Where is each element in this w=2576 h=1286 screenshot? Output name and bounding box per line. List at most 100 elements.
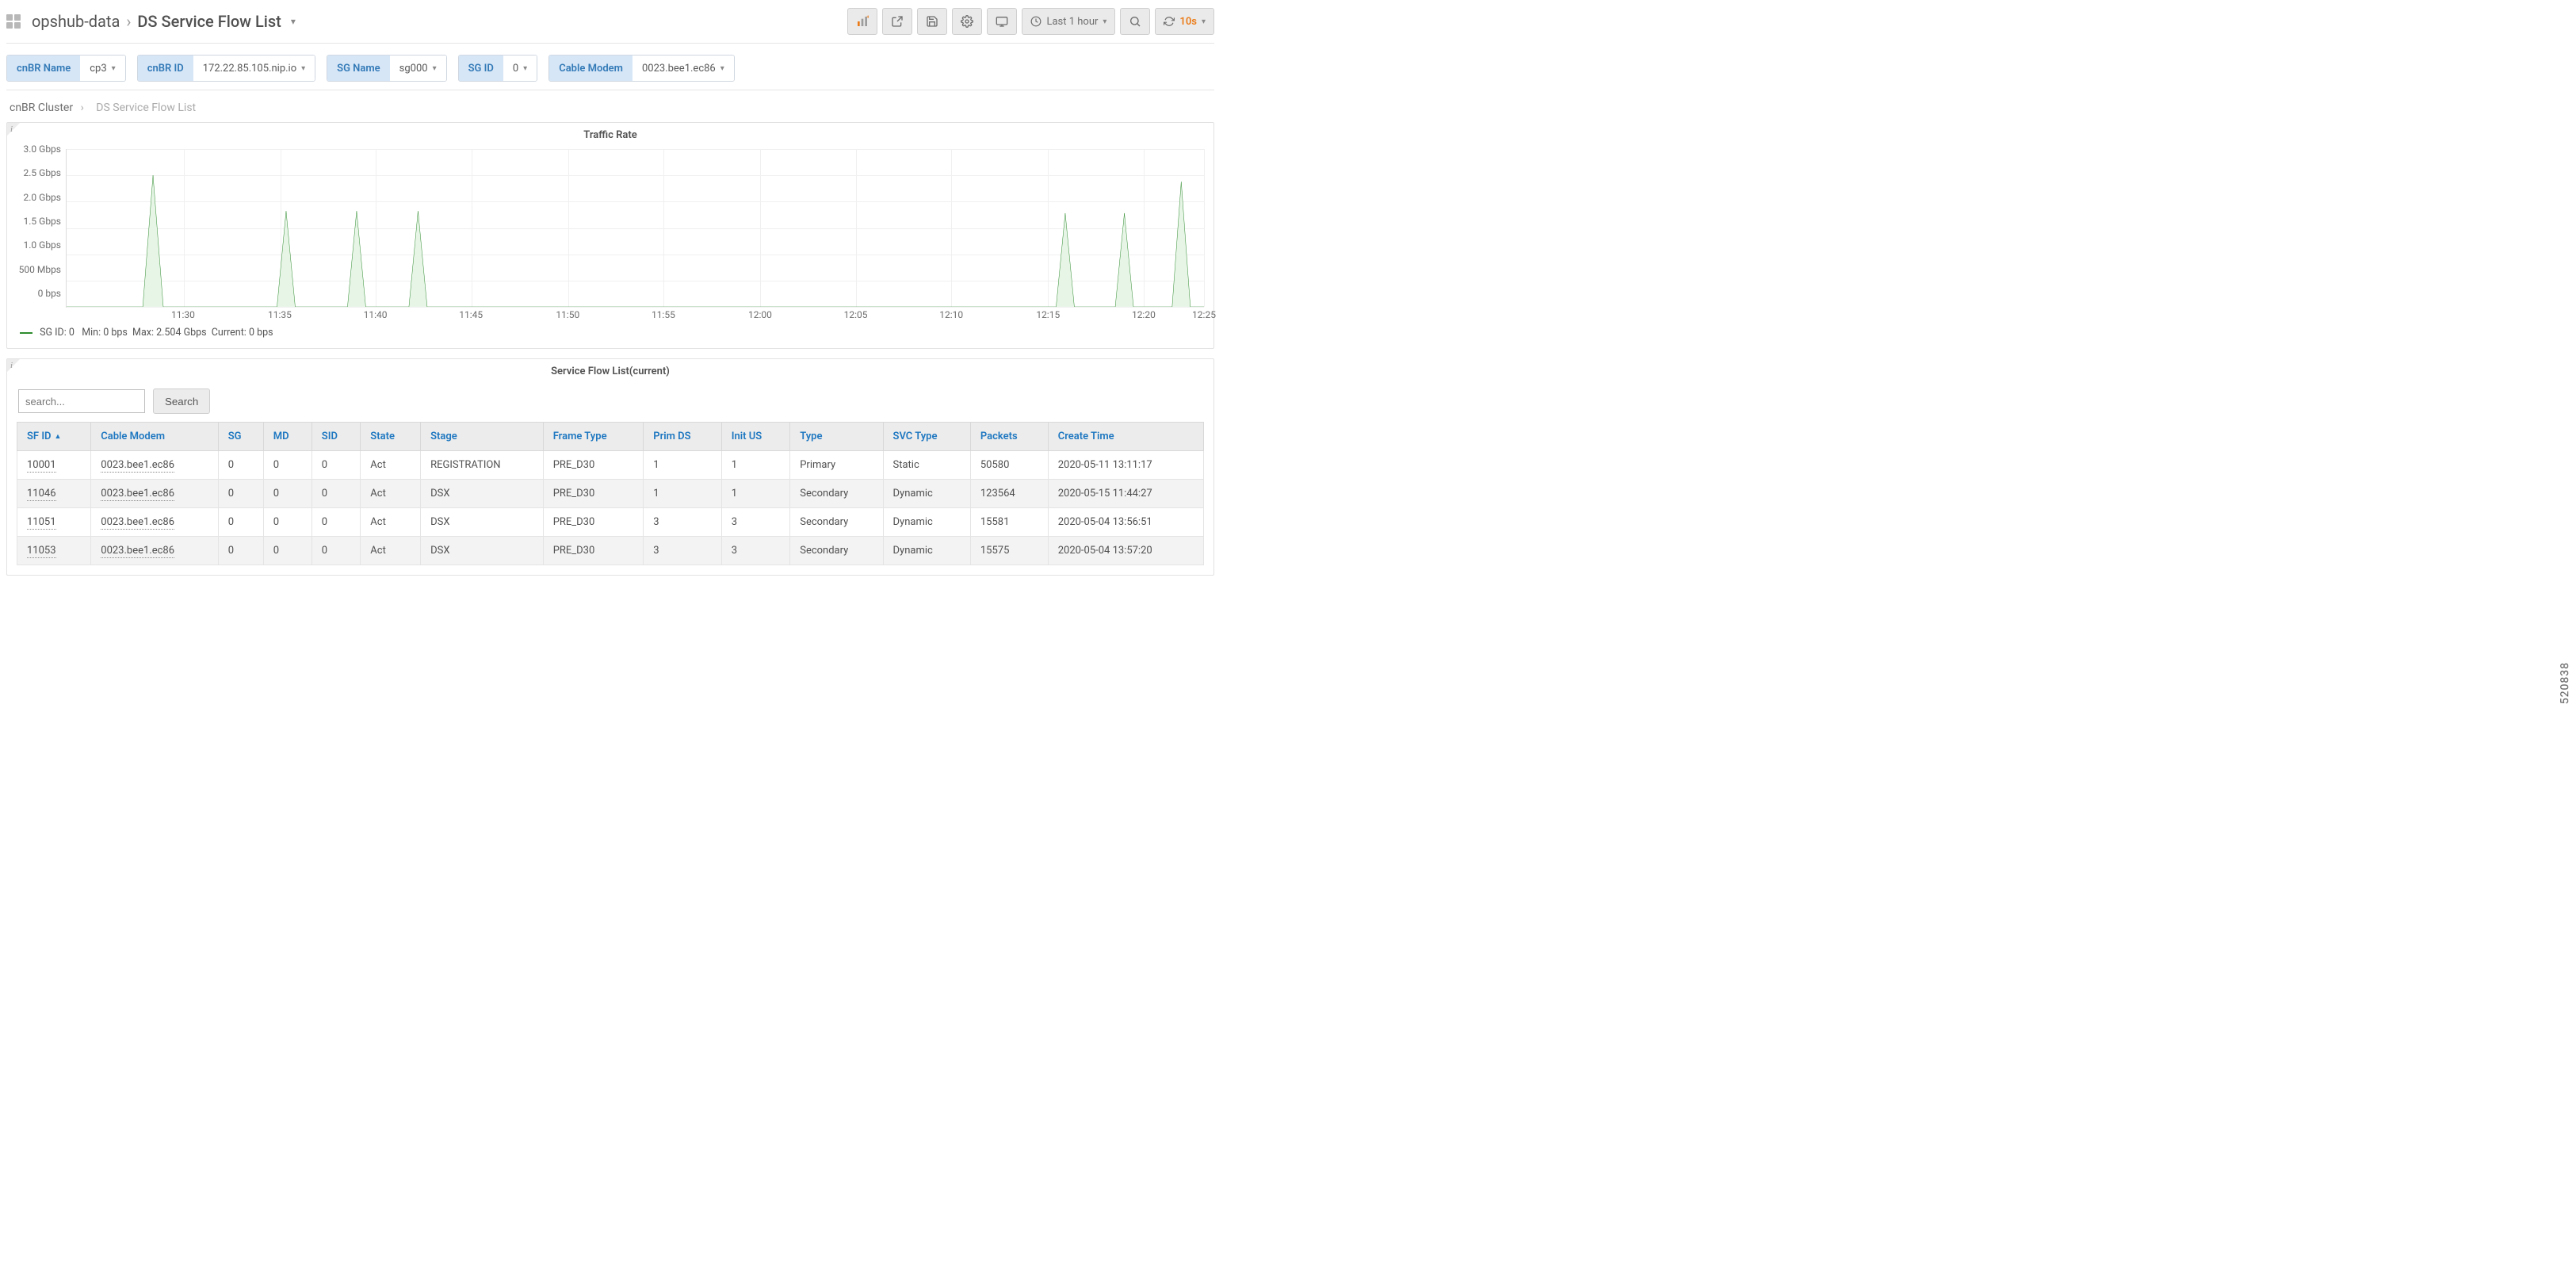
variable-cnbr-id[interactable]: cnBR ID172.22.85.105.nip.io ▾ xyxy=(137,55,315,82)
table-cell: 0023.bee1.ec86 xyxy=(91,537,218,565)
save-button[interactable] xyxy=(917,8,947,35)
table-cell: 0 xyxy=(311,480,361,508)
column-header[interactable]: MD xyxy=(263,423,311,451)
cable-modem-link[interactable]: 0023.bee1.ec86 xyxy=(101,459,174,473)
settings-button[interactable] xyxy=(952,8,982,35)
sf-id-link[interactable]: 11053 xyxy=(27,545,56,558)
x-tick: 12:20 xyxy=(1132,309,1156,320)
column-header[interactable]: Init US xyxy=(721,423,789,451)
table-cell: Primary xyxy=(790,451,883,480)
column-header[interactable]: Type xyxy=(790,423,883,451)
table-cell: 3 xyxy=(721,537,789,565)
time-range-button[interactable]: Last 1 hour ▾ xyxy=(1022,8,1115,35)
table-row: 110460023.bee1.ec86000ActDSXPRE_D3011Sec… xyxy=(17,480,1204,508)
table-cell: 0 xyxy=(218,537,263,565)
x-tick: 12:05 xyxy=(844,309,868,320)
table-cell: DSX xyxy=(421,508,544,537)
chevron-right-icon: › xyxy=(126,12,131,31)
table-cell: Act xyxy=(361,508,421,537)
table-cell: 0023.bee1.ec86 xyxy=(91,480,218,508)
table-cell: PRE_D30 xyxy=(543,537,644,565)
table-cell: 15575 xyxy=(970,537,1048,565)
table-cell: 0 xyxy=(263,537,311,565)
breadcrumb-parent[interactable]: cnBR Cluster xyxy=(10,101,73,114)
table-cell: 11051 xyxy=(17,508,91,537)
search-input[interactable] xyxy=(18,389,145,413)
variable-cable-modem[interactable]: Cable Modem0023.bee1.ec86 ▾ xyxy=(548,55,735,82)
chevron-down-icon: ▾ xyxy=(301,64,305,73)
view-mode-button[interactable] xyxy=(987,8,1017,35)
chart-plot-area[interactable] xyxy=(66,149,1204,308)
table-cell: Act xyxy=(361,480,421,508)
column-header[interactable]: SG xyxy=(218,423,263,451)
column-header[interactable]: SID xyxy=(311,423,361,451)
table-row: 100010023.bee1.ec86000ActREGISTRATIONPRE… xyxy=(17,451,1204,480)
dashboards-icon xyxy=(6,14,21,29)
share-button[interactable] xyxy=(882,8,912,35)
dashboard-title[interactable]: opshub-data › DS Service Flow List ▾ xyxy=(6,12,296,31)
table-cell: PRE_D30 xyxy=(543,480,644,508)
table-cell: PRE_D30 xyxy=(543,508,644,537)
info-icon[interactable]: i xyxy=(10,361,13,370)
cable-modem-link[interactable]: 0023.bee1.ec86 xyxy=(101,488,174,501)
cable-modem-link[interactable]: 0023.bee1.ec86 xyxy=(101,545,174,558)
table-cell: 2020-05-15 11:44:27 xyxy=(1048,480,1203,508)
sf-id-link[interactable]: 11051 xyxy=(27,516,56,530)
table-cell: 1 xyxy=(721,451,789,480)
table-cell: 3 xyxy=(644,508,722,537)
chevron-down-icon: ▾ xyxy=(523,64,527,73)
legend-current: 0 bps xyxy=(249,327,273,339)
column-header[interactable]: Frame Type xyxy=(543,423,644,451)
variable-value: 0023.bee1.ec86 ▾ xyxy=(633,55,734,81)
column-header[interactable]: State xyxy=(361,423,421,451)
sf-id-link[interactable]: 10001 xyxy=(27,459,56,473)
table-cell: 0 xyxy=(263,480,311,508)
variable-value: 172.22.85.105.nip.io ▾ xyxy=(193,55,315,81)
variable-value: cp3 ▾ xyxy=(80,55,124,81)
table-cell: 50580 xyxy=(970,451,1048,480)
table-row: 110530023.bee1.ec86000ActDSXPRE_D3033Sec… xyxy=(17,537,1204,565)
column-header[interactable]: Packets xyxy=(970,423,1048,451)
chevron-right-icon: › xyxy=(81,101,84,114)
column-header[interactable]: Create Time xyxy=(1048,423,1203,451)
chevron-down-icon: ▾ xyxy=(433,64,437,73)
variable-label: SG ID xyxy=(459,55,503,81)
column-header[interactable]: SF ID▲ xyxy=(17,423,91,451)
x-tick: 11:50 xyxy=(556,309,579,320)
column-header[interactable]: Stage xyxy=(421,423,544,451)
svg-text:+: + xyxy=(867,15,869,21)
x-axis: 11:3011:3511:4011:4511:5011:5512:0012:05… xyxy=(66,308,1204,322)
table-cell: 0 xyxy=(263,508,311,537)
table-cell: 11053 xyxy=(17,537,91,565)
table-cell: Static xyxy=(883,451,970,480)
table-cell: 0 xyxy=(263,451,311,480)
column-header[interactable]: SVC Type xyxy=(883,423,970,451)
chevron-down-icon: ▾ xyxy=(112,64,116,73)
column-header[interactable]: Prim DS xyxy=(644,423,722,451)
service-flow-table: SF ID▲Cable ModemSGMDSIDStateStageFrame … xyxy=(17,422,1204,565)
table-cell: 15581 xyxy=(970,508,1048,537)
top-bar: opshub-data › DS Service Flow List ▾ + xyxy=(6,8,1214,44)
variable-sg-name[interactable]: SG Namesg000 ▾ xyxy=(327,55,446,82)
variable-sg-id[interactable]: SG ID0 ▾ xyxy=(458,55,538,82)
image-side-tag: 520838 xyxy=(2559,662,2571,704)
table-cell: 3 xyxy=(644,537,722,565)
cable-modem-link[interactable]: 0023.bee1.ec86 xyxy=(101,516,174,530)
chevron-down-icon: ▾ xyxy=(1202,17,1206,26)
chart-legend: SG ID: 0 Min: 0 bps Max: 2.504 Gbps Curr… xyxy=(17,322,1204,339)
search-button[interactable]: Search xyxy=(153,388,210,414)
sf-id-link[interactable]: 11046 xyxy=(27,488,56,501)
table-cell: 0 xyxy=(311,508,361,537)
table-cell: 3 xyxy=(721,508,789,537)
add-panel-button[interactable]: + xyxy=(847,8,877,35)
variable-cnbr-name[interactable]: cnBR Namecp3 ▾ xyxy=(6,55,126,82)
zoom-out-button[interactable] xyxy=(1120,8,1150,35)
table-cell: 11046 xyxy=(17,480,91,508)
column-header[interactable]: Cable Modem xyxy=(91,423,218,451)
table-cell: 1 xyxy=(644,480,722,508)
info-icon[interactable]: i xyxy=(10,124,13,134)
variable-label: SG Name xyxy=(327,55,390,81)
variable-label: Cable Modem xyxy=(549,55,633,81)
x-tick: 12:25 xyxy=(1192,309,1216,320)
refresh-button[interactable]: 10s ▾ xyxy=(1155,8,1214,35)
